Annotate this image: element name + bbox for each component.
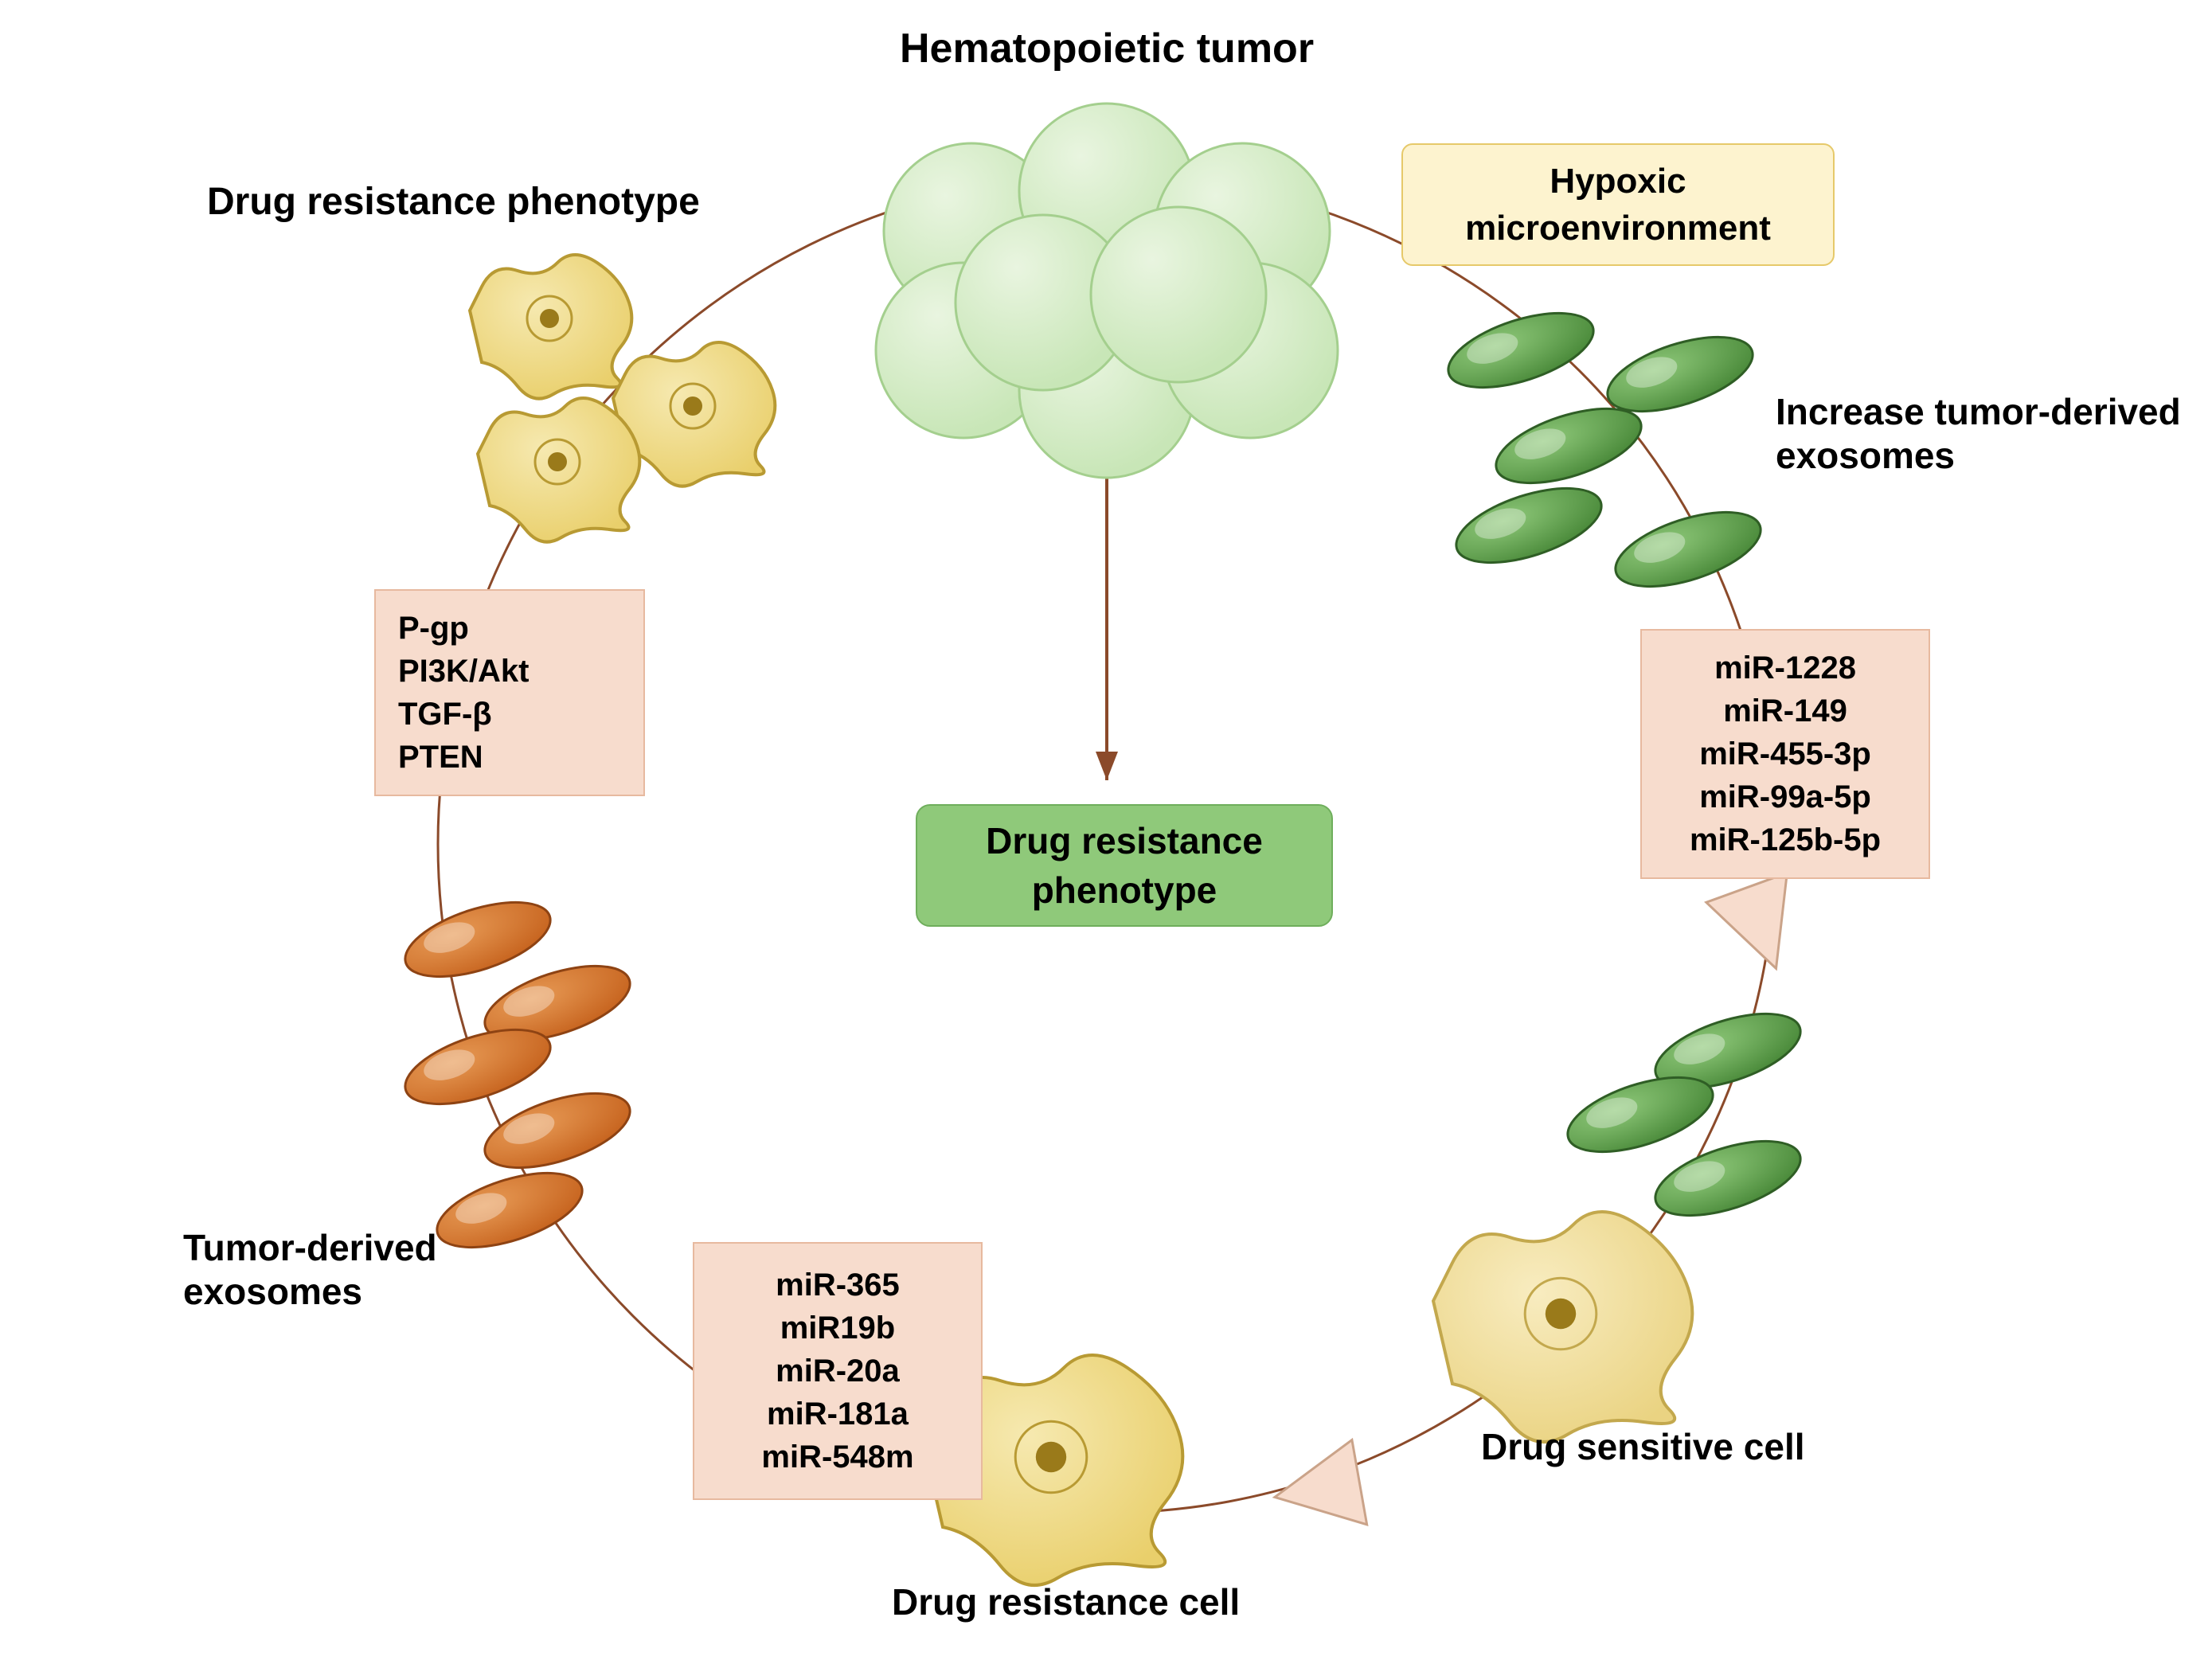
label-drug-sensitive-cell: Drug sensitive cell (1481, 1425, 1805, 1469)
mir-right-box: miR-1228 miR-149 miR-455-3p miR-99a-5p m… (1640, 629, 1930, 879)
exosomes-left (397, 888, 639, 1263)
title-label: Hematopoietic tumor (900, 24, 1314, 73)
diagram-stage: Hematopoietic tumor Drug resistance phen… (0, 0, 2212, 1668)
center-badge: Drug resistance phenotype (916, 804, 1333, 927)
proteins-box: P-gp PI3K/Akt TGF-β PTEN (374, 589, 645, 796)
sensitive-cell (1433, 1212, 1692, 1442)
exosomes-mid-right (1559, 999, 1809, 1231)
label-drug-resistance-phenotype: Drug resistance phenotype (207, 179, 700, 225)
cells-top-left (470, 255, 775, 542)
mir-bottom-box: miR-365 miR19b miR-20a miR-181a miR-548m (693, 1242, 983, 1500)
label-increase-exosomes: Increase tumor-derived exosomes (1776, 390, 2181, 478)
label-tumor-derived-exosomes: Tumor-derived exosomes (183, 1226, 437, 1314)
tumor-cluster (876, 104, 1338, 478)
label-drug-resistance-cell: Drug resistance cell (892, 1580, 1240, 1624)
exosomes-top-right (1440, 299, 1769, 602)
hypoxia-badge: Hypoxic microenvironment (1401, 143, 1835, 266)
